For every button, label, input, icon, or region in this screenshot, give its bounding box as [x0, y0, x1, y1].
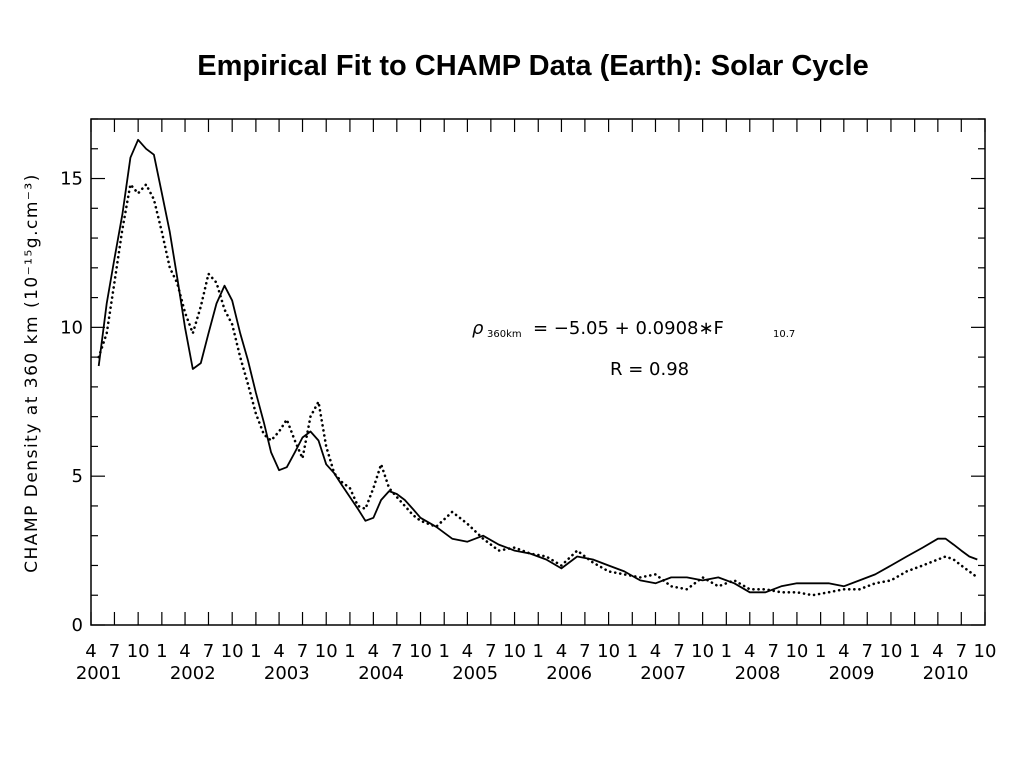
annotation-equation: = −5.05 + 0.0908∗F [533, 318, 724, 339]
x-tick-label: 1 [438, 641, 449, 662]
annotation-rho-subscript: 360km [487, 329, 522, 340]
y-axis-title: CHAMP Density at 360 km (10⁻¹⁵g.cm⁻³) [22, 173, 42, 573]
x-tick-label: 4 [462, 641, 473, 662]
fit-annotation: ρ 360km = −5.05 + 0.0908∗F 10.7 R = 0.98 [472, 318, 795, 380]
x-year-label: 2003 [264, 663, 310, 684]
x-year-label: 2004 [358, 663, 404, 684]
x-tick-label: 4 [273, 641, 284, 662]
x-tick-label: 4 [368, 641, 379, 662]
x-tick-label: 1 [533, 641, 544, 662]
x-year-label: 2001 [76, 663, 122, 684]
x-year-label: 2006 [546, 663, 592, 684]
x-tick-label: 4 [744, 641, 755, 662]
x-tick-label: 1 [344, 641, 355, 662]
x-tick-label: 1 [721, 641, 732, 662]
x-tick-label: 7 [862, 641, 873, 662]
x-tick-label: 10 [597, 641, 620, 662]
series-dotted-line [97, 183, 979, 597]
x-tick-label: 10 [315, 641, 338, 662]
series-solid-line [97, 138, 978, 594]
x-tick-label: 1 [156, 641, 167, 662]
x-tick-label: 10 [691, 641, 714, 662]
x-tick-label: 4 [932, 641, 943, 662]
x-year-label: 2008 [735, 663, 781, 684]
annotation-rho: ρ [472, 318, 484, 339]
x-tick-label: 1 [909, 641, 920, 662]
annotation-f-subscript: 10.7 [773, 329, 795, 340]
x-tick-label: 10 [974, 641, 997, 662]
x-tick-label: 1 [815, 641, 826, 662]
x-tick-label: 4 [650, 641, 661, 662]
annotation-r-value: R = 0.98 [610, 359, 689, 380]
y-tick-label: 15 [60, 169, 83, 190]
x-tick-label: 10 [503, 641, 526, 662]
x-tick-label: 1 [627, 641, 638, 662]
x-tick-label: 4 [85, 641, 96, 662]
x-tick-label: 7 [203, 641, 214, 662]
x-tick-label: 7 [485, 641, 496, 662]
chart-title: Empirical Fit to CHAMP Data (Earth): Sol… [197, 50, 869, 82]
x-tick-label: 7 [767, 641, 778, 662]
x-year-label: 2002 [170, 663, 216, 684]
x-tick-label: 7 [579, 641, 590, 662]
y-tick-label: 0 [72, 615, 83, 636]
y-tick-label: 5 [72, 466, 83, 487]
x-tick-label: 7 [391, 641, 402, 662]
x-year-label: 2010 [923, 663, 969, 684]
x-tick-label: 10 [409, 641, 432, 662]
x-tick-label: 4 [838, 641, 849, 662]
y-tick-label: 10 [60, 317, 83, 338]
x-tick-label: 4 [556, 641, 567, 662]
x-year-label: 2007 [640, 663, 686, 684]
x-year-label: 2005 [452, 663, 498, 684]
x-tick-label: 10 [880, 641, 903, 662]
x-tick-label: 7 [673, 641, 684, 662]
x-year-label: 2009 [829, 663, 875, 684]
x-tick-label: 7 [297, 641, 308, 662]
x-tick-label: 7 [956, 641, 967, 662]
x-tick-label: 4 [179, 641, 190, 662]
x-tick-label: 7 [109, 641, 120, 662]
x-tick-label: 10 [785, 641, 808, 662]
x-tick-label: 10 [127, 641, 150, 662]
x-tick-label: 10 [221, 641, 244, 662]
plot-frame [90, 118, 986, 626]
x-tick-label: 1 [250, 641, 261, 662]
